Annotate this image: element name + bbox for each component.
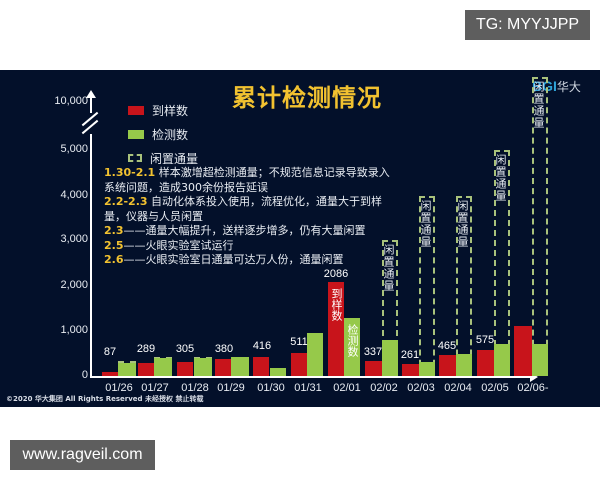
bar-tested	[231, 357, 249, 376]
x-label: 01/28	[181, 382, 209, 394]
y-axis-arrow-icon	[86, 90, 96, 98]
bar-value: 305	[175, 343, 195, 355]
bar-tested	[194, 358, 212, 376]
bar-value: 261	[400, 349, 420, 361]
legend-label: 到样数	[152, 103, 189, 118]
x-label: 01/31	[294, 382, 322, 394]
x-label: 02/04	[444, 382, 472, 394]
bar-value: 337	[363, 346, 383, 358]
bar-received	[439, 355, 456, 376]
idle-label: 闲置通量	[532, 81, 545, 129]
notes-block: 1.30-2.1 样本激增超检测通量；不规范信息记录导致录入系统问题，造成300…	[104, 166, 394, 268]
legend-label: 检测数	[152, 127, 189, 142]
bgi-logo: BGI华大	[532, 78, 581, 95]
bar-value: 2086	[323, 268, 349, 280]
note-item: 2.2-2.3 自动化体系投入使用，流程优化，通量大于到样量，仪器与人员闲置	[104, 195, 383, 223]
note-item: 2.6——火眼实验室日通量可达万人份，通量闲置	[104, 253, 344, 266]
inline-label-received: 到样数	[330, 288, 343, 321]
bar-received	[177, 362, 193, 376]
idle-label: 闲置通量	[494, 154, 507, 202]
bar-received	[477, 350, 494, 376]
bar-tested	[270, 368, 286, 376]
chart-panel: 累计检测情况 BGI华大 10,000 5,000 4,000 3,000 2,…	[0, 70, 600, 407]
legend-swatch-dashed	[128, 154, 142, 162]
legend-swatch-green	[128, 129, 144, 139]
idle-label: 闲置通量	[382, 244, 395, 292]
bar-tested	[532, 344, 548, 376]
bar-received	[402, 364, 419, 376]
ytick-5000: 5,000	[60, 143, 88, 155]
bar-received	[215, 359, 231, 376]
bar-received: 到样数	[328, 282, 344, 376]
ytick-10000: 10,000	[54, 95, 88, 107]
legend-item-received: 到样数	[128, 98, 198, 122]
x-label: 02/06-	[517, 382, 549, 394]
x-label: 01/26	[105, 382, 133, 394]
x-label: 02/05	[481, 382, 509, 394]
ytick-3000: 3,000	[60, 233, 88, 245]
bar-received	[253, 357, 269, 376]
bar-value: 465	[437, 340, 457, 352]
idle-label: 闲置通量	[456, 200, 469, 248]
bar-received	[365, 361, 382, 376]
bar-tested	[118, 363, 136, 376]
ytick-0: 0	[81, 369, 88, 381]
y-axis-upper	[90, 96, 92, 113]
note-item: 2.3——通量大幅提升，送样逐步增多，仍有大量闲置	[104, 224, 366, 237]
logo-latin: BGI	[532, 78, 557, 94]
bar-value: 416	[252, 340, 272, 352]
logo-cn: 华大	[556, 80, 581, 94]
legend-swatch-red	[128, 105, 144, 115]
note-item: 1.30-2.1 样本激增超检测通量；不规范信息记录导致录入系统问题，造成300…	[104, 166, 390, 194]
bar-tested	[419, 362, 435, 376]
ytick-1000: 1,000	[60, 324, 88, 336]
x-label: 01/30	[257, 382, 285, 394]
x-label: 02/01	[333, 382, 361, 394]
x-label: 01/27	[141, 382, 169, 394]
bar-received	[291, 353, 307, 376]
bar-value: 511	[290, 336, 308, 348]
idle-capacity-box: 闲置通量	[532, 77, 548, 376]
bar-tested	[382, 340, 398, 376]
idle-label: 闲置通量	[419, 200, 432, 248]
bar-tested	[494, 344, 510, 376]
legend-label: 闲置通量	[150, 151, 199, 166]
legend: 到样数 检测数 闲置通量	[128, 98, 198, 170]
watermark-bottom: www.ragveil.com	[10, 440, 155, 470]
bar-tested	[456, 354, 472, 376]
bar-value: 87	[103, 346, 117, 358]
bar-received	[102, 372, 118, 376]
bar-tested: 检测数	[344, 318, 360, 376]
bar-value: 289	[136, 343, 156, 355]
note-item: 2.5——火眼实验室试运行	[104, 238, 234, 252]
bar-received	[514, 326, 532, 376]
x-axis	[90, 376, 532, 378]
y-axis	[90, 134, 92, 377]
x-axis-arrow-icon	[530, 372, 538, 382]
x-label: 01/29	[217, 382, 245, 394]
bar-tested	[307, 333, 323, 376]
copyright-notice: ©2020 华大集团 All Rights Reserved 未经授权 禁止转载	[6, 395, 204, 403]
x-label: 02/03	[407, 382, 435, 394]
ytick-2000: 2,000	[60, 279, 88, 291]
bar-tested	[154, 358, 172, 376]
legend-item-idle: 闲置通量	[128, 146, 198, 170]
bar-value: 380	[214, 343, 234, 355]
ytick-4000: 4,000	[60, 189, 88, 201]
bar-value: 575	[475, 334, 495, 346]
watermark-top: TG: MYYJJPP	[465, 10, 590, 40]
chart-title: 累计检测情况	[232, 84, 382, 112]
bar-received	[138, 363, 154, 376]
x-label: 02/02	[370, 382, 398, 394]
legend-item-tested: 检测数	[128, 122, 198, 146]
inline-label-tested: 检测数	[346, 324, 359, 357]
